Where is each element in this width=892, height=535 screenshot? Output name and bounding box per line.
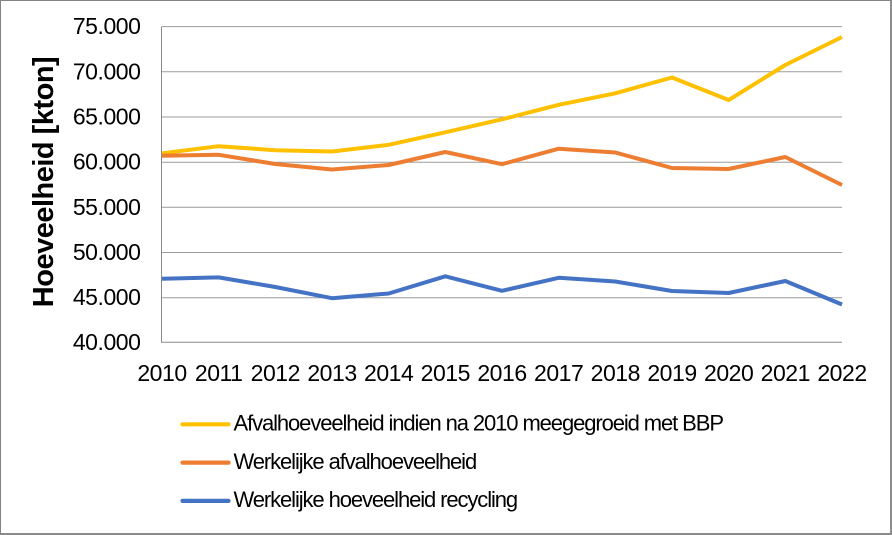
svg-text:2015: 2015 — [421, 360, 470, 386]
svg-text:2018: 2018 — [591, 360, 640, 386]
svg-text:Afvalhoeveelheid indien na 201: Afvalhoeveelheid indien na 2010 meegegro… — [234, 411, 724, 436]
svg-text:40.000: 40.000 — [73, 329, 141, 355]
svg-text:55.000: 55.000 — [73, 194, 141, 220]
svg-text:2014: 2014 — [364, 360, 414, 386]
svg-text:2011: 2011 — [195, 360, 243, 386]
svg-text:Hoeveelheid [kton]: Hoeveelheid [kton] — [28, 57, 60, 307]
svg-text:2022: 2022 — [817, 360, 866, 386]
svg-text:2019: 2019 — [647, 360, 696, 386]
svg-text:2016: 2016 — [477, 360, 526, 386]
svg-text:2020: 2020 — [704, 360, 753, 386]
svg-text:2017: 2017 — [534, 360, 583, 386]
svg-text:Werkelijke afvalhoeveelheid: Werkelijke afvalhoeveelheid — [234, 449, 477, 474]
svg-text:45.000: 45.000 — [73, 284, 141, 310]
svg-text:2013: 2013 — [307, 360, 356, 386]
svg-text:2021: 2021 — [761, 360, 810, 386]
svg-text:50.000: 50.000 — [73, 239, 141, 265]
svg-text:65.000: 65.000 — [73, 104, 141, 130]
svg-text:60.000: 60.000 — [73, 149, 141, 175]
svg-text:2012: 2012 — [251, 360, 300, 386]
svg-text:70.000: 70.000 — [73, 58, 141, 84]
svg-text:75.000: 75.000 — [73, 13, 141, 39]
svg-text:2010: 2010 — [137, 360, 186, 386]
svg-text:Werkelijke hoeveelheid recycli: Werkelijke hoeveelheid recycling — [234, 487, 518, 512]
